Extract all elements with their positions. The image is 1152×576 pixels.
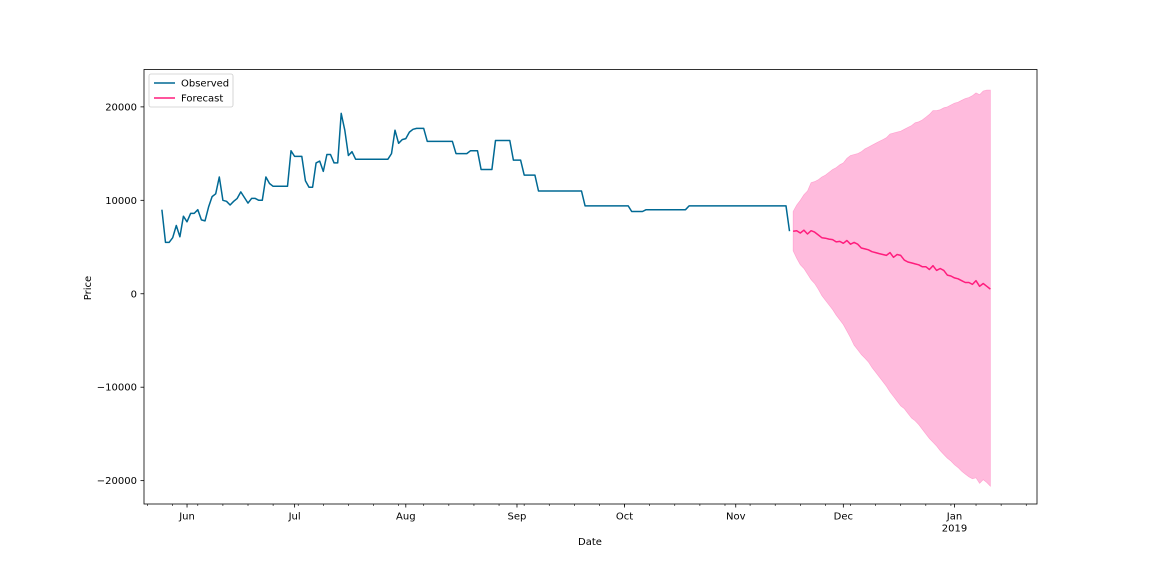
x-tick-label: Dec <box>834 512 853 523</box>
confidence-band <box>792 89 991 487</box>
x-tick-label: Oct <box>616 512 633 523</box>
series-line-forecast <box>792 229 991 290</box>
legend: Observed Forecast <box>148 73 234 108</box>
legend-label-observed: Observed <box>181 79 229 90</box>
confidence-band-layer <box>792 89 991 487</box>
x-axis-label: Date <box>578 537 602 548</box>
y-tick-label: −20000 <box>97 476 137 487</box>
x-tick-label: Sep <box>508 512 527 523</box>
x-tick-label: Jul <box>288 512 301 523</box>
y-axis-label: Price <box>83 276 94 300</box>
series-line-observed <box>161 112 791 244</box>
y-tick-label: −10000 <box>97 383 137 394</box>
x-tick-label: Nov <box>726 512 746 523</box>
y-tick-label: 0 <box>131 289 137 300</box>
series-layer <box>161 112 991 290</box>
x-tick-label: Aug <box>396 512 416 523</box>
legend-label-forecast: Forecast <box>181 94 223 105</box>
y-axis: 20000 10000 0 −10000 −20000 <box>97 102 144 487</box>
plot-frame <box>143 69 1038 505</box>
x-tick-label: Jan <box>946 512 962 523</box>
x-tick-label: Jun <box>178 512 195 523</box>
y-tick-label: 20000 <box>105 102 137 113</box>
x-tick-sublabel: 2019 <box>942 524 967 535</box>
y-tick-label: 10000 <box>105 196 137 207</box>
